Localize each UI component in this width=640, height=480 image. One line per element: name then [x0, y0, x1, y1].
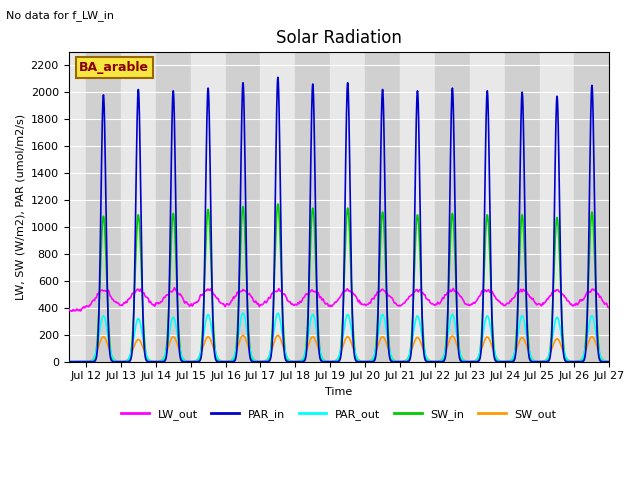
Legend: LW_out, PAR_in, PAR_out, SW_in, SW_out: LW_out, PAR_in, PAR_out, SW_in, SW_out: [117, 405, 561, 424]
Bar: [330, 52, 365, 362]
Text: BA_arable: BA_arable: [79, 61, 149, 74]
Bar: [575, 52, 609, 362]
Bar: [400, 52, 435, 362]
Bar: [470, 52, 505, 362]
Bar: [156, 52, 191, 362]
Bar: [365, 52, 400, 362]
Bar: [260, 52, 295, 362]
Bar: [505, 52, 540, 362]
Y-axis label: LW, SW (W/m2), PAR (umol/m2/s): LW, SW (W/m2), PAR (umol/m2/s): [15, 114, 25, 300]
X-axis label: Time: Time: [325, 387, 353, 397]
Bar: [191, 52, 225, 362]
Bar: [295, 52, 330, 362]
Bar: [225, 52, 260, 362]
Bar: [121, 52, 156, 362]
Title: Solar Radiation: Solar Radiation: [276, 29, 402, 48]
Bar: [86, 52, 121, 362]
Bar: [435, 52, 470, 362]
Text: No data for f_LW_in: No data for f_LW_in: [6, 10, 115, 21]
Bar: [540, 52, 575, 362]
